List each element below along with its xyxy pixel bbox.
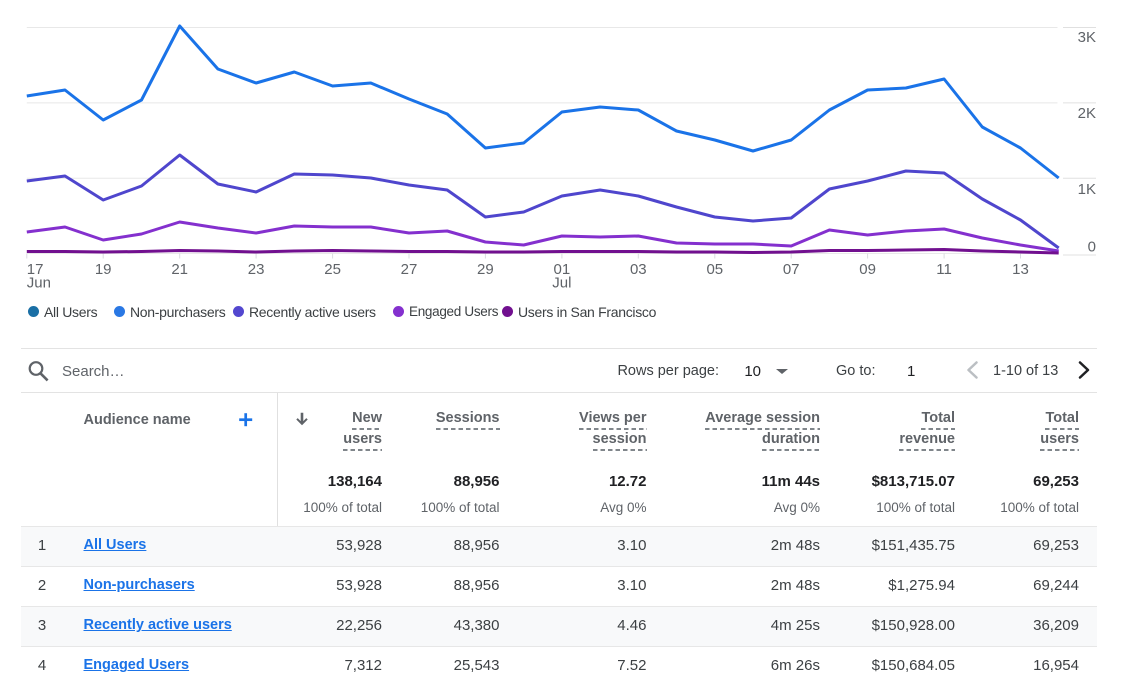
svg-text:27: 27 (401, 261, 418, 278)
svg-text:23: 23 (248, 261, 265, 278)
svg-text:17: 17 (27, 261, 44, 278)
svg-text:11: 11 (936, 261, 952, 278)
svg-text:0: 0 (1088, 238, 1096, 255)
svg-text:05: 05 (706, 261, 723, 278)
svg-text:Jun: Jun (27, 274, 51, 291)
svg-text:19: 19 (95, 261, 112, 278)
svg-text:29: 29 (477, 261, 494, 278)
svg-text:Jul: Jul (552, 274, 571, 291)
svg-text:07: 07 (783, 261, 800, 278)
svg-text:21: 21 (171, 261, 188, 278)
svg-text:2K: 2K (1078, 105, 1096, 122)
svg-text:1K: 1K (1078, 181, 1096, 198)
svg-text:25: 25 (324, 261, 341, 278)
svg-text:03: 03 (630, 261, 647, 278)
svg-text:13: 13 (1012, 261, 1029, 278)
svg-text:3K: 3K (1078, 29, 1096, 46)
svg-text:01: 01 (554, 261, 571, 278)
svg-text:09: 09 (859, 261, 876, 278)
